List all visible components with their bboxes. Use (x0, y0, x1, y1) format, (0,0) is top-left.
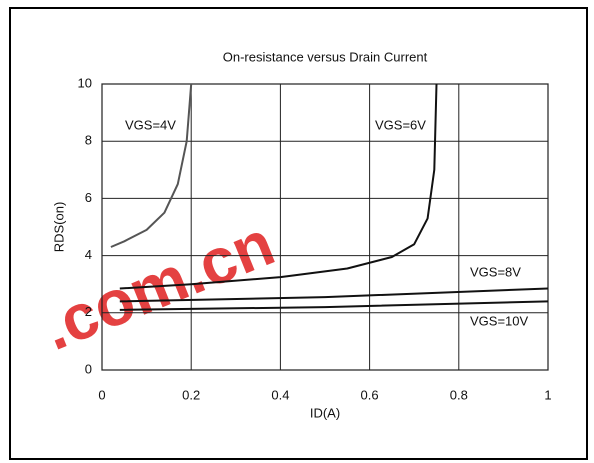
y-tick-label: 10 (78, 75, 92, 90)
y-tick-label: 8 (85, 133, 92, 148)
y-tick-label: 6 (85, 190, 92, 205)
frame (9, 7, 588, 460)
series-label: VGS=4V (125, 117, 176, 132)
x-tick-label: 0.2 (182, 387, 200, 402)
series-label: VGS=6V (375, 117, 426, 132)
x-tick-label: 0 (98, 387, 105, 402)
series-line (110, 83, 193, 248)
x-tick-label: 0.4 (271, 387, 289, 402)
series-label: VGS=10V (470, 313, 529, 328)
series-line (119, 83, 438, 290)
series-label: VGS=8V (470, 264, 521, 279)
y-axis-label: RDS(on) (51, 202, 66, 253)
x-tick-label: 0.8 (450, 387, 468, 402)
series-line (119, 287, 549, 303)
y-tick-label: 0 (85, 361, 92, 376)
x-tick-label: 1 (544, 387, 551, 402)
x-tick-label: 0.6 (361, 387, 379, 402)
y-tick-label: 2 (85, 304, 92, 319)
y-tick-label: 4 (85, 247, 92, 262)
chart-title: On-resistance versus Drain Current (223, 49, 428, 64)
x-axis-label: ID(A) (310, 405, 340, 420)
series-line (119, 300, 549, 311)
